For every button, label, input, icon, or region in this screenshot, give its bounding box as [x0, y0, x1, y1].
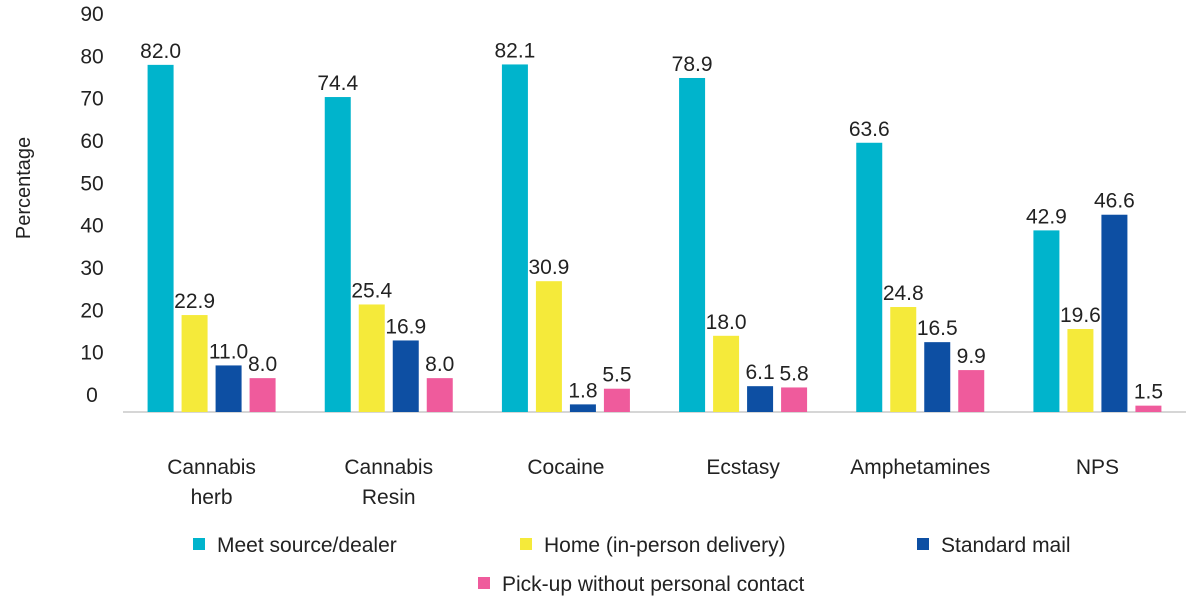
- y-tick-label: 70: [80, 88, 103, 111]
- bar: [358, 304, 385, 412]
- y-tick-label: 10: [80, 342, 103, 365]
- legend-swatch: [917, 538, 929, 550]
- data-label: 19.6: [1060, 304, 1101, 327]
- bar: [1067, 329, 1094, 412]
- data-label: 18.0: [706, 311, 747, 334]
- data-label: 5.5: [602, 364, 631, 387]
- data-label: 25.4: [351, 279, 392, 302]
- y-tick-label: 80: [80, 45, 103, 68]
- data-label: 1.8: [568, 379, 597, 402]
- data-label: 8.0: [425, 353, 454, 376]
- bar: [324, 97, 351, 412]
- legend-swatch: [193, 538, 205, 550]
- y-tick-label: 60: [80, 130, 103, 153]
- legend-swatch: [520, 538, 532, 550]
- data-labels: 82.022.911.08.074.425.416.98.082.130.91.…: [140, 39, 1163, 403]
- bar: [426, 378, 453, 412]
- data-label: 8.0: [248, 353, 277, 376]
- legend-label: Pick-up without personal contact: [502, 573, 804, 596]
- bar: [569, 404, 596, 412]
- category-label: Cocaine: [527, 456, 604, 479]
- data-label: 11.0: [209, 340, 248, 363]
- data-label: 82.1: [494, 39, 535, 62]
- bar: [249, 378, 276, 412]
- category-label: NPS: [1076, 456, 1119, 479]
- legend-label: Meet source/dealer: [217, 534, 397, 557]
- bar: [1033, 230, 1060, 412]
- bar: [147, 64, 174, 412]
- category-label: Cannabis herb: [167, 456, 256, 509]
- y-tick-label: 40: [80, 215, 103, 238]
- data-label: 42.9: [1026, 205, 1067, 228]
- bar: [1135, 405, 1162, 412]
- legend-swatch: [478, 577, 490, 589]
- bar: [501, 64, 528, 413]
- y-tick-label: 20: [80, 299, 103, 322]
- data-label: 16.5: [917, 317, 958, 340]
- bar: [679, 77, 706, 413]
- bar: [781, 387, 808, 412]
- y-axis-ticks: 0 10 20 30 40 50 60 70 80 90: [80, 3, 103, 407]
- data-label: 22.9: [174, 290, 215, 313]
- bar: [535, 281, 562, 412]
- data-label: 1.5: [1134, 381, 1163, 404]
- legend-label: Standard mail: [941, 534, 1071, 557]
- category-label: Cannabis Resin: [344, 456, 433, 509]
- legend-label: Home (in-person delivery): [544, 534, 786, 557]
- bar: [747, 386, 774, 412]
- y-axis-label: Percentage: [13, 137, 35, 239]
- y-tick-label: 30: [80, 257, 103, 280]
- category-label: Amphetamines: [850, 456, 990, 479]
- category-label: Ecstasy: [706, 456, 780, 479]
- bar: [890, 307, 917, 412]
- y-tick-label: 90: [80, 3, 103, 26]
- bar: [713, 335, 740, 412]
- category-labels: Cannabis herb Cannabis Resin Cocaine Ecstasy A…: [167, 456, 1119, 509]
- data-label: 6.1: [745, 361, 774, 384]
- bars: [147, 64, 1162, 413]
- data-label: 30.9: [528, 256, 569, 279]
- bar: [392, 340, 419, 412]
- bar: [958, 370, 985, 412]
- bar: [603, 388, 630, 412]
- data-label: 82.0: [140, 40, 181, 63]
- bar: [856, 142, 883, 412]
- bar: [215, 365, 242, 412]
- data-label: 24.8: [883, 282, 924, 305]
- data-label: 63.6: [849, 118, 890, 141]
- bar: [181, 315, 208, 412]
- bar: [924, 342, 951, 412]
- data-label: 46.6: [1094, 190, 1135, 213]
- data-label: 78.9: [672, 53, 713, 76]
- y-tick-label: 0: [86, 384, 98, 407]
- data-label: 74.4: [317, 72, 358, 95]
- data-label: 9.9: [957, 345, 986, 368]
- data-label: 16.9: [385, 315, 426, 338]
- y-tick-label: 50: [80, 172, 103, 195]
- bar: [1101, 214, 1128, 412]
- legend: Meet source/dealer Home (in-person delive…: [193, 534, 1071, 596]
- data-label: 5.8: [779, 362, 808, 385]
